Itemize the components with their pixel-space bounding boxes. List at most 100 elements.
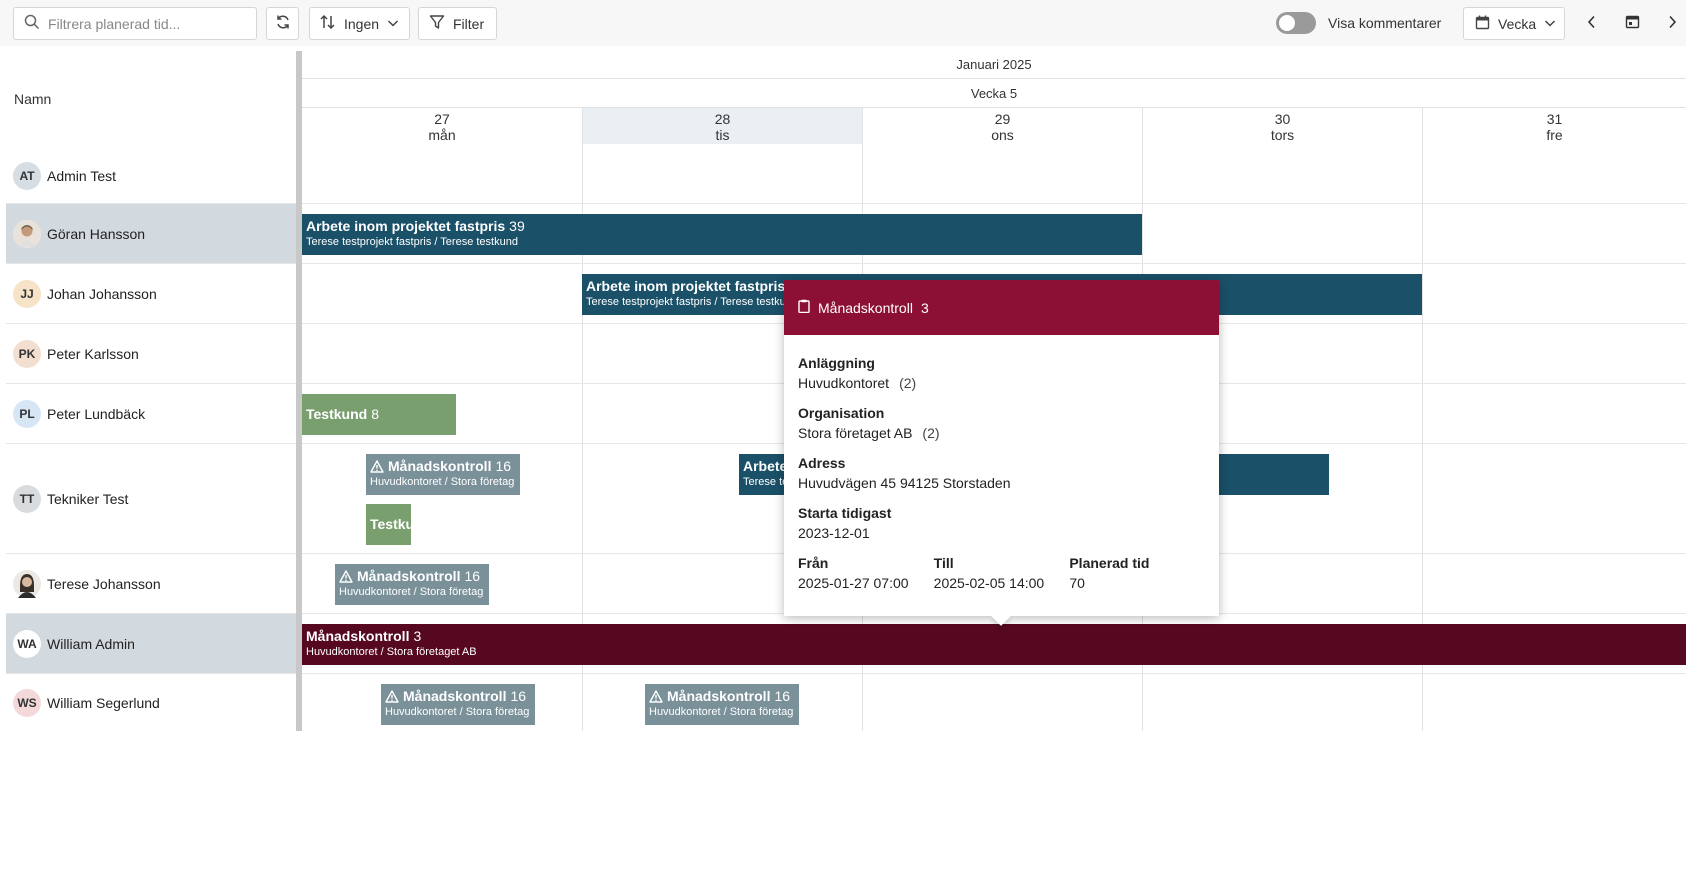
- day-header: 27 mån: [302, 108, 582, 144]
- warning-icon: [649, 689, 663, 703]
- popover-count: 3: [920, 299, 929, 316]
- event-count: 3: [413, 628, 422, 644]
- resource-name: Peter Lundbäck: [47, 405, 146, 422]
- event-bar[interactable]: Månadskontroll 16 Huvudkontoret / Stora f…: [645, 684, 799, 725]
- event-subtitle: Huvudkontoret / Stora företag: [649, 706, 794, 718]
- avatar: JJ: [13, 279, 41, 308]
- group-by-label: Ingen: [344, 15, 380, 32]
- event-title: Arbete inom projektet fastpris: [586, 278, 786, 294]
- event-subtitle: Terese testprojekt fastpris / Terese tes…: [586, 296, 798, 308]
- filter-icon: [429, 14, 445, 33]
- field-to: Till 2025-02-05 14:00: [934, 555, 1070, 591]
- calendar-today-icon: [1625, 14, 1640, 32]
- event-title: Månadskontroll: [357, 568, 461, 584]
- filter-button[interactable]: Filter: [418, 7, 497, 40]
- day-column-monday[interactable]: 27 mån: [302, 108, 582, 731]
- search-icon: [24, 14, 40, 33]
- field-label: Anläggning: [798, 355, 875, 371]
- event-subtitle: Huvudkontoret / Stora företaget AB: [306, 646, 477, 658]
- event-count: 16: [464, 568, 481, 584]
- event-subtitle: Huvudkontoret / Stora företag: [339, 586, 484, 598]
- warning-icon: [385, 689, 399, 703]
- day-column-tuesday[interactable]: 28 tis: [582, 108, 862, 731]
- search-box[interactable]: [13, 7, 257, 40]
- resource-name: Tekniker Test: [47, 490, 129, 507]
- clipboard-icon: [798, 299, 810, 316]
- comments-toggle-wrap: Visa kommentarer: [1276, 12, 1441, 34]
- field-start-earliest: Starta tidigast 2023-12-01: [798, 505, 1205, 541]
- event-title: Månadskontroll: [306, 628, 410, 644]
- event-title: Arbete inom projektet fastpris: [306, 218, 506, 234]
- event-bar[interactable]: Månadskontroll 16 Huvudkontoret / Stora f…: [335, 564, 489, 605]
- names-header: Namn: [14, 91, 52, 107]
- day-number: 30: [1274, 111, 1291, 127]
- column-splitter[interactable]: [296, 51, 302, 731]
- resource-row-tekniker-test[interactable]: TT Tekniker Test: [6, 444, 296, 554]
- event-title: Månadskontroll: [388, 458, 492, 474]
- field-planned-time: Planerad tid 70: [1069, 555, 1205, 591]
- day-number: 28: [714, 111, 731, 127]
- event-title: Arbete: [743, 458, 788, 474]
- search-input[interactable]: [48, 15, 238, 32]
- group-by-dropdown[interactable]: Ingen: [309, 7, 410, 40]
- field-label: Adress: [798, 455, 846, 471]
- event-title: Månadskontroll: [403, 688, 507, 704]
- warning-icon: [339, 569, 353, 583]
- field-label: Planerad tid: [1069, 555, 1150, 571]
- avatar-photo: [13, 219, 41, 248]
- day-header-today: 28 tis: [583, 108, 862, 144]
- event-count: 16: [774, 688, 791, 704]
- resource-row-johan-johansson[interactable]: JJ Johan Johansson: [6, 264, 296, 324]
- day-column-friday[interactable]: 31 fre: [1422, 108, 1686, 731]
- field-value: Huvudvägen 45 94125 Storstaden: [798, 475, 1011, 491]
- event-bar[interactable]: Testkund 8: [302, 394, 456, 435]
- resource-name: William Admin: [47, 635, 135, 652]
- event-bar[interactable]: Månadskontroll 16 Huvudkontoret / Stora f…: [366, 454, 520, 495]
- comments-toggle[interactable]: [1276, 12, 1316, 34]
- field-value: 2023-12-01: [798, 525, 870, 541]
- day-number: 27: [434, 111, 450, 127]
- resource-row-terese-johansson[interactable]: Terese Johansson: [6, 554, 296, 614]
- chevron-right-icon: [1666, 15, 1678, 32]
- event-bar-selected[interactable]: Månadskontroll 3 Huvudkontoret / Stora fö…: [302, 624, 1686, 665]
- event-subtitle: Huvudkontoret / Stora företag: [385, 706, 530, 718]
- avatar: TT: [13, 484, 41, 513]
- resource-row-william-segerlund[interactable]: WS William Segerlund: [6, 674, 296, 731]
- month-header: Januari 2025: [302, 51, 1686, 79]
- resource-row-admin-test[interactable]: AT Admin Test: [6, 148, 296, 204]
- popover-header: Månadskontroll 3: [784, 280, 1219, 335]
- resource-row-william-admin[interactable]: WA William Admin: [6, 614, 296, 674]
- resource-row-peter-karlsson[interactable]: PK Peter Karlsson: [6, 324, 296, 384]
- event-bar[interactable]: Månadskontroll 16 Huvudkontoret / Stora f…: [381, 684, 535, 725]
- view-label: Vecka: [1498, 15, 1537, 32]
- event-bar[interactable]: Testku: [366, 504, 411, 545]
- warning-icon: [370, 459, 384, 473]
- day-header: 30 tors: [1143, 108, 1422, 144]
- popover-title: Månadskontroll: [818, 299, 913, 316]
- refresh-button[interactable]: [266, 7, 299, 40]
- resource-name: Peter Karlsson: [47, 345, 139, 362]
- day-header: 29 ons: [863, 108, 1142, 144]
- resource-row-peter-lundback[interactable]: PL Peter Lundbäck: [6, 384, 296, 444]
- event-title: Testkund: [306, 406, 368, 422]
- field-value: 2025-01-27 07:00: [798, 575, 909, 591]
- resource-row-goran-hansson[interactable]: Göran Hansson: [6, 204, 296, 264]
- event-subtitle: Huvudkontoret / Stora företag: [370, 476, 515, 488]
- chevron-left-icon: [1586, 15, 1598, 32]
- chevron-down-icon: [1544, 16, 1556, 32]
- previous-week-button[interactable]: [1580, 11, 1604, 35]
- popover-body: Anläggning Huvudkontoret (2) Organisation…: [784, 335, 1219, 591]
- next-week-button[interactable]: [1660, 11, 1684, 35]
- view-dropdown[interactable]: Vecka: [1463, 7, 1565, 40]
- day-header: 31 fre: [1423, 108, 1686, 144]
- field-from: Från 2025-01-27 07:00: [798, 555, 934, 591]
- event-subtitle: Terese te: [743, 476, 789, 488]
- comments-toggle-label: Visa kommentarer: [1328, 15, 1442, 31]
- day-name: fre: [1546, 127, 1563, 143]
- today-button[interactable]: [1620, 11, 1644, 35]
- event-bar[interactable]: Arbete inom projektet fastpris 39 Terese …: [302, 214, 1142, 255]
- day-number: 31: [1546, 111, 1563, 127]
- event-count: 16: [495, 458, 512, 474]
- resource-name: Göran Hansson: [47, 225, 146, 242]
- toggle-knob: [1279, 15, 1295, 31]
